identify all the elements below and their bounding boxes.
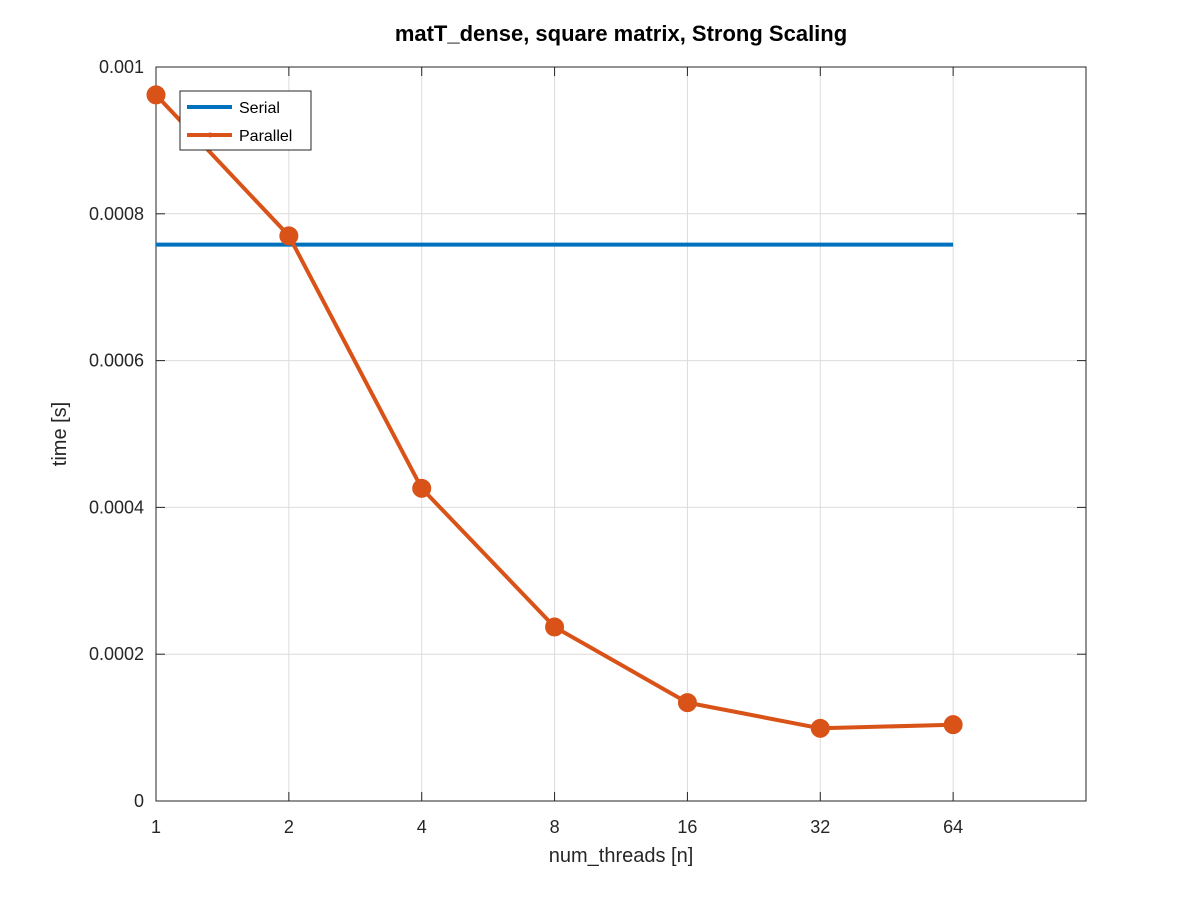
chart-title: matT_dense, square matrix, Strong Scalin… [395, 21, 847, 46]
legend-marker-parallel [207, 132, 213, 138]
x-tick-label: 32 [810, 817, 830, 837]
parallel-data-point [279, 226, 299, 246]
y-tick-label: 0.0004 [89, 497, 144, 517]
series-layer [146, 85, 963, 738]
x-tick-label: 4 [417, 817, 427, 837]
y-tick-label: 0.0006 [89, 351, 144, 371]
parallel-data-point [943, 715, 963, 735]
parallel-data-point [810, 718, 830, 738]
y-tick-label: 0.001 [99, 57, 144, 77]
y-tick-label: 0.0002 [89, 644, 144, 664]
parallel-data-point [545, 617, 565, 637]
y-tick-label: 0.0008 [89, 204, 144, 224]
parallel-data-point [146, 85, 166, 105]
y-tick-label: 0 [134, 791, 144, 811]
plot-area-frame [155, 66, 1087, 802]
legend-box [179, 90, 312, 151]
legend: Serial Parallel [179, 90, 312, 151]
x-tick-label: 1 [151, 817, 161, 837]
x-axis-label: num_threads [n] [549, 845, 694, 867]
parallel-data-point [412, 478, 432, 498]
axes: 1 2 4 8 16 32 64 0 0.0002 0.0004 0.0006 0.0008 0.001 [89, 57, 1087, 837]
parallel-data-point [677, 693, 697, 713]
x-tick-label: 8 [550, 817, 560, 837]
x-tick-label: 64 [943, 817, 963, 837]
x-tick-label: 16 [677, 817, 697, 837]
y-axis-label: time [s] [49, 402, 71, 466]
x-tick-label: 2 [284, 817, 294, 837]
legend-label-parallel: Parallel [239, 128, 292, 145]
legend-label-serial: Serial [239, 100, 280, 117]
